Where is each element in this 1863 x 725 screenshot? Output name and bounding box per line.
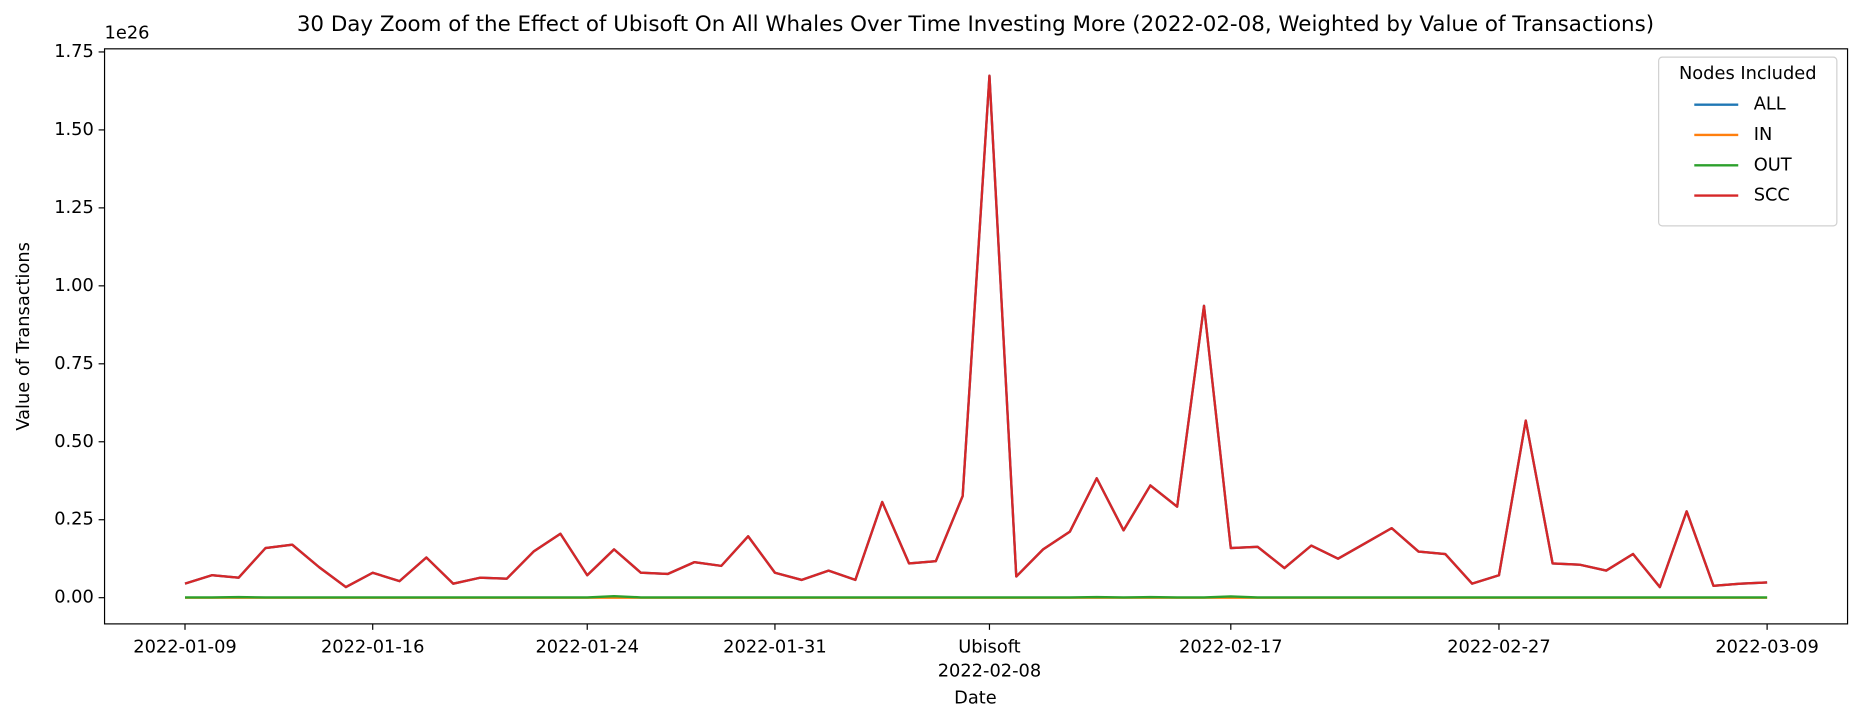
x-tick-label: 2022-01-09	[133, 637, 237, 658]
y-axis-label: Value of Transactions	[13, 242, 34, 431]
x-tick-label: 2022-03-09	[1715, 637, 1819, 658]
legend-title: Nodes Included	[1679, 63, 1817, 84]
x-tick-label: 2022-02-27	[1447, 637, 1551, 658]
x-tick-label: 2022-02-08	[938, 660, 1042, 681]
x-tick-label: 2022-01-16	[321, 637, 425, 658]
legend-label: OUT	[1754, 154, 1792, 175]
series-line	[184, 74, 1768, 589]
y-tick-label: 1.25	[54, 197, 94, 218]
y-tick-label: 1.75	[54, 41, 94, 62]
x-tick-label: 2022-02-17	[1179, 637, 1283, 658]
legend-box	[1658, 56, 1838, 227]
y-tick-label: 0.75	[54, 353, 94, 374]
chart-title: 30 Day Zoom of the Effect of Ubisoft On …	[297, 12, 1654, 37]
y-offset-label: 1e26	[105, 22, 150, 43]
legend-label: ALL	[1754, 94, 1786, 115]
annotation: Ubisoft	[958, 637, 1020, 658]
y-tick-label: 1.50	[54, 119, 94, 140]
series-line	[185, 594, 1768, 599]
x-tick-label: 2022-01-24	[535, 637, 639, 658]
y-tick-label: 0.25	[54, 509, 94, 530]
y-tick-label: 0.00	[54, 587, 94, 608]
x-axis-label: Date	[954, 688, 997, 709]
legend-label: SCC	[1754, 185, 1790, 206]
plot-frame	[103, 48, 1849, 625]
legend-label: IN	[1754, 124, 1773, 145]
x-tick-label: 2022-01-31	[723, 637, 827, 658]
y-tick-label: 1.00	[54, 275, 94, 296]
y-tick-label: 0.50	[54, 431, 94, 452]
